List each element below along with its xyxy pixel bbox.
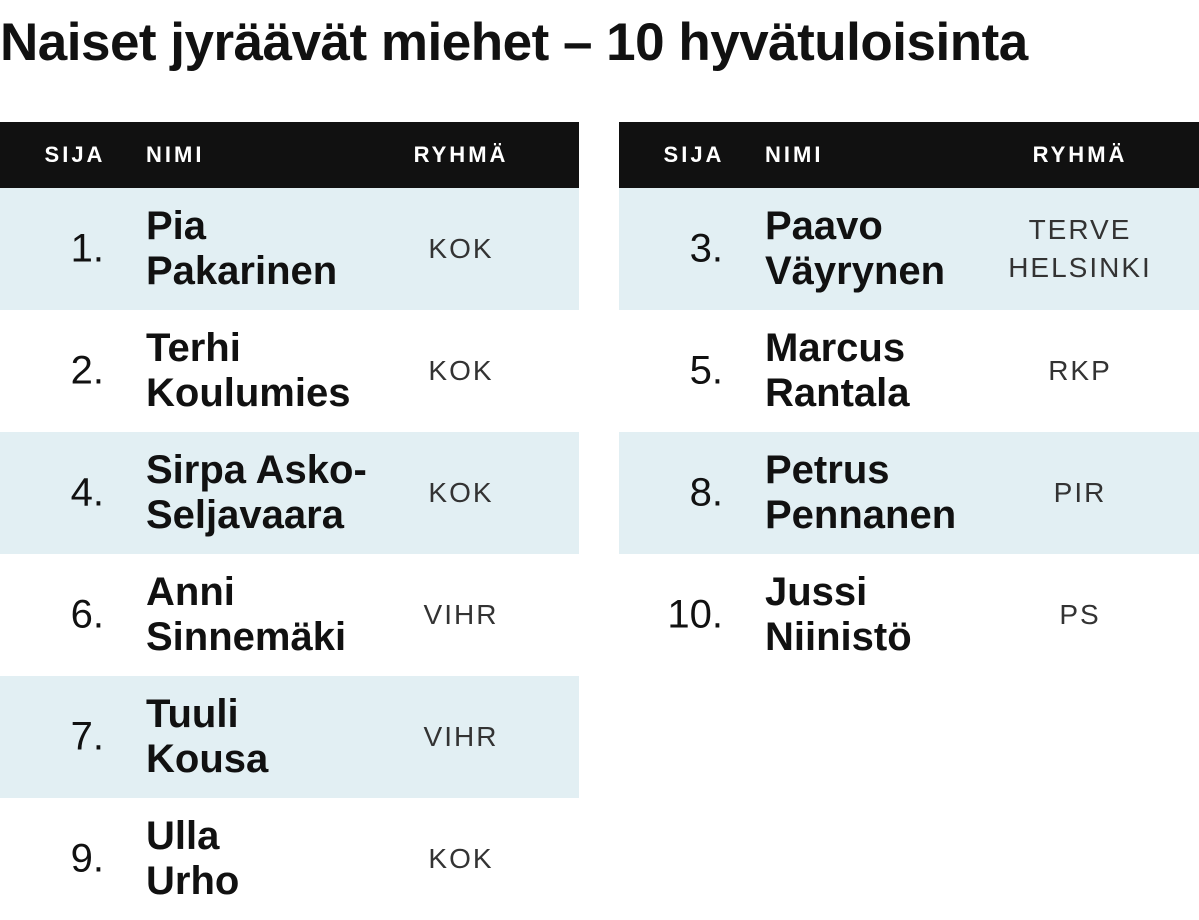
last-name: Väyrynen xyxy=(765,249,946,293)
rank-cell: 9. xyxy=(70,836,104,881)
ranking-table-left: SIJA NIMI RYHMÄ 1. Pia Pakarinen KOK 2. Terhi… xyxy=(0,122,579,920)
rank-cell: 2. xyxy=(70,348,104,393)
last-name: Kousa xyxy=(146,737,269,781)
last-name: Koulumies xyxy=(146,371,351,415)
header-group: RYHMÄ xyxy=(1032,142,1128,167)
header-name: NIMI xyxy=(765,142,824,167)
rank-cell: 3. xyxy=(689,226,723,271)
group-label: PIR xyxy=(1053,477,1107,508)
name-cell: Sirpa Asko- Seljavaara xyxy=(146,448,376,538)
last-name: Sinnemäki xyxy=(146,615,347,659)
rank-cell: 6. xyxy=(70,592,104,637)
rank-cell: 7. xyxy=(70,714,104,759)
rank-cell: 8. xyxy=(689,470,723,515)
header-rank: SIJA xyxy=(44,142,106,167)
rank-cell: 5. xyxy=(689,348,723,393)
table-row: 2. Terhi Koulumies KOK xyxy=(0,310,579,432)
table-row: 3. Paavo Väyrynen TERVE HELSINKI xyxy=(619,188,1199,310)
first-name: Sirpa Asko- xyxy=(146,448,367,492)
group-label: VIHR xyxy=(423,721,499,752)
group-cell: KOK xyxy=(370,474,552,512)
group-label-line2: HELSINKI xyxy=(1008,252,1152,283)
first-name: Pia xyxy=(146,204,207,248)
header-rank: SIJA xyxy=(663,142,725,167)
first-name: Ulla xyxy=(146,814,220,858)
name-cell: Anni Sinnemäki xyxy=(146,570,376,660)
header-group: RYHMÄ xyxy=(413,142,509,167)
group-cell: PS xyxy=(989,596,1171,634)
header-name: NIMI xyxy=(146,142,205,167)
name-cell: Marcus Rantala xyxy=(765,326,995,416)
group-label: PS xyxy=(1059,599,1101,630)
last-name: Rantala xyxy=(765,371,910,415)
group-label: KOK xyxy=(428,477,494,508)
last-name: Niinistö xyxy=(765,615,912,659)
name-cell: Tuuli Kousa xyxy=(146,692,376,782)
table-header: SIJA NIMI RYHMÄ xyxy=(619,122,1199,188)
group-cell: KOK xyxy=(370,352,552,390)
group-label: TERVE xyxy=(1028,214,1132,245)
first-name: Jussi xyxy=(765,570,868,614)
name-cell: Paavo Väyrynen xyxy=(765,204,995,294)
group-label: KOK xyxy=(428,843,494,874)
name-cell: Jussi Niinistö xyxy=(765,570,995,660)
ranking-table-right: SIJA NIMI RYHMÄ 3. Paavo Väyrynen TERVE HELS… xyxy=(619,122,1199,676)
group-cell: KOK xyxy=(370,840,552,878)
table-row: 5. Marcus Rantala RKP xyxy=(619,310,1199,432)
group-cell: PIR xyxy=(989,474,1171,512)
table-body: 1. Pia Pakarinen KOK 2. Terhi Koulumies KOK 4. Si… xyxy=(0,188,579,920)
last-name: Urho xyxy=(146,859,240,903)
last-name: Seljavaara xyxy=(146,493,344,537)
first-name: Paavo xyxy=(765,204,883,248)
first-name: Petrus xyxy=(765,448,890,492)
first-name: Tuuli xyxy=(146,692,239,736)
table-header: SIJA NIMI RYHMÄ xyxy=(0,122,579,188)
page-title: Naiset jyräävät miehet – 10 hyvätuloisin… xyxy=(0,13,1028,72)
group-label: RKP xyxy=(1048,355,1112,386)
table-row: 10. Jussi Niinistö PS xyxy=(619,554,1199,676)
first-name: Anni xyxy=(146,570,235,614)
group-label: KOK xyxy=(428,233,494,264)
table-row: 7. Tuuli Kousa VIHR xyxy=(0,676,579,798)
rank-cell: 10. xyxy=(667,592,723,637)
name-cell: Ulla Urho xyxy=(146,814,376,904)
table-body: 3. Paavo Väyrynen TERVE HELSINKI 5. Marcus Rant… xyxy=(619,188,1199,676)
table-row: 4. Sirpa Asko- Seljavaara KOK xyxy=(0,432,579,554)
rank-cell: 4. xyxy=(70,470,104,515)
group-label: VIHR xyxy=(423,599,499,630)
name-cell: Pia Pakarinen xyxy=(146,204,376,294)
group-cell: VIHR xyxy=(370,596,552,634)
first-name: Marcus xyxy=(765,326,906,370)
group-cell: KOK xyxy=(370,230,552,268)
rank-cell: 1. xyxy=(70,226,104,271)
last-name: Pennanen xyxy=(765,493,957,537)
table-row: 6. Anni Sinnemäki VIHR xyxy=(0,554,579,676)
group-cell: TERVE HELSINKI xyxy=(989,211,1171,287)
table-row: 8. Petrus Pennanen PIR xyxy=(619,432,1199,554)
group-cell: RKP xyxy=(989,352,1171,390)
name-cell: Terhi Koulumies xyxy=(146,326,376,416)
group-label: KOK xyxy=(428,355,494,386)
name-cell: Petrus Pennanen xyxy=(765,448,995,538)
first-name: Terhi xyxy=(146,326,241,370)
table-row: 1. Pia Pakarinen KOK xyxy=(0,188,579,310)
table-row: 9. Ulla Urho KOK xyxy=(0,798,579,920)
group-cell: VIHR xyxy=(370,718,552,756)
last-name: Pakarinen xyxy=(146,249,338,293)
